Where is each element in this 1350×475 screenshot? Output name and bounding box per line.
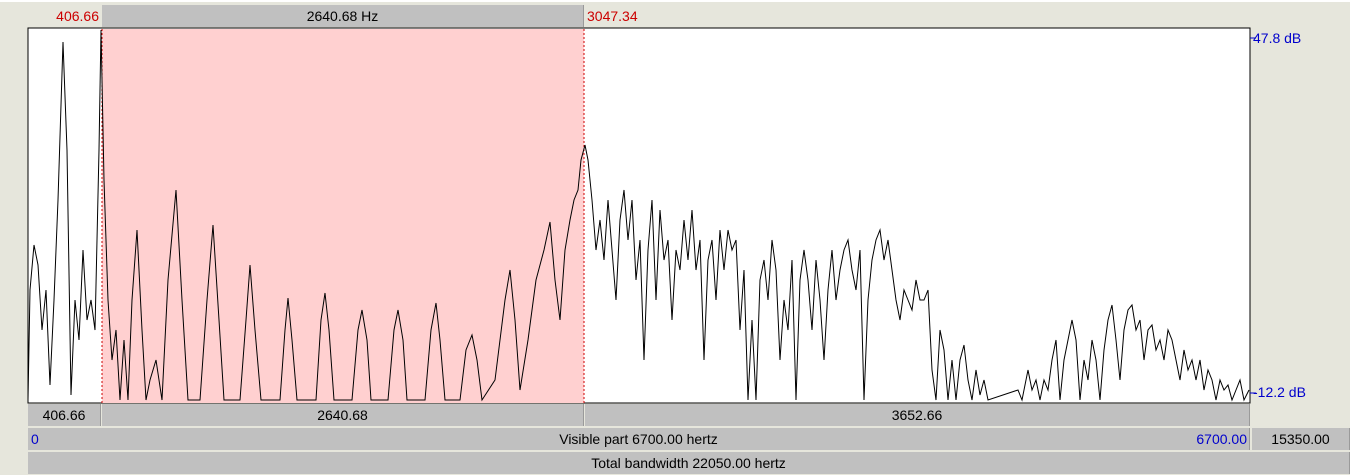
selection-bar[interactable]: 2640.68 — [102, 404, 584, 426]
visible-start: 0 — [31, 431, 39, 447]
selection-start-label: 406.66 — [56, 8, 99, 24]
visible-end: 6700.00 — [1196, 431, 1247, 447]
selection-region — [102, 29, 584, 403]
selection-end-label: 3047.34 — [587, 8, 638, 24]
axis-top-label: 47.8 dB — [1253, 30, 1302, 46]
after-visible-bar[interactable]: 15350.00 — [1252, 428, 1350, 450]
axis-bottom-label: -12.2 dB — [1253, 384, 1306, 400]
top-border — [0, 0, 1350, 2]
selection-width-bar[interactable]: 2640.68 Hz — [102, 5, 584, 27]
before-selection-bar[interactable]: 406.66 — [28, 404, 101, 426]
total-bandwidth-bar[interactable]: Total bandwidth 22050.00 hertz — [28, 452, 1350, 474]
visible-part-bar[interactable]: 0 Visible part 6700.00 hertz 6700.00 — [28, 428, 1250, 450]
visible-label: Visible part 6700.00 hertz — [559, 431, 718, 447]
spectrum-curve — [27, 29, 1250, 402]
after-selection-bar[interactable]: 3652.66 — [585, 404, 1250, 426]
